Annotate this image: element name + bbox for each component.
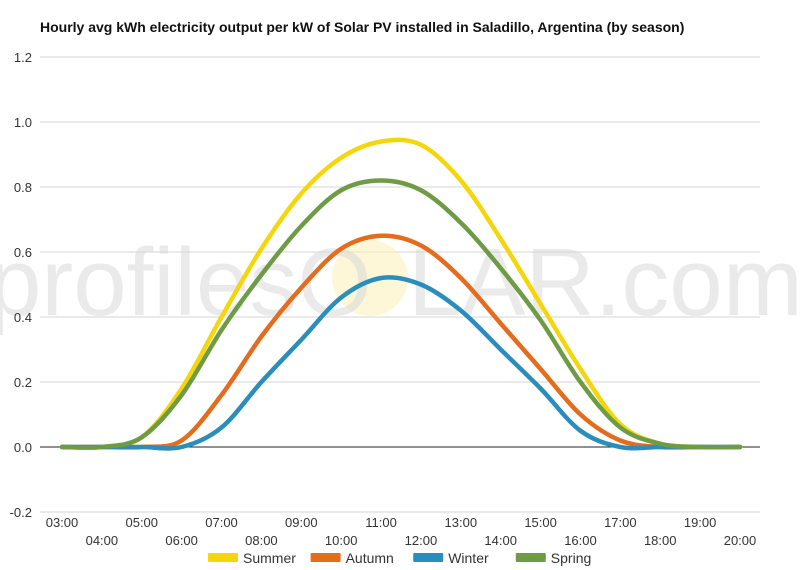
x-tick-label: 07:00 bbox=[205, 515, 238, 530]
x-tick-label: 12:00 bbox=[405, 533, 438, 548]
y-tick-label: 1.2 bbox=[14, 50, 32, 65]
watermark-sun-icon bbox=[332, 240, 408, 316]
legend-label: Winter bbox=[448, 550, 489, 566]
x-tick-label: 04:00 bbox=[86, 533, 119, 548]
watermark: profilesO LAR.com bbox=[0, 229, 800, 336]
y-tick-label: 1.0 bbox=[14, 115, 32, 130]
series-layer bbox=[59, 137, 743, 451]
y-tick-label: 0.8 bbox=[14, 180, 32, 195]
legend-swatch bbox=[413, 553, 444, 562]
legend: Summer Autumn Winter Spring bbox=[208, 550, 591, 566]
x-tick-label: 05:00 bbox=[125, 515, 158, 530]
axis-layer: -0.2 0.0 0.2 0.4 0.6 0.8 1.0 1.2 03:00 04:00 05:00… bbox=[10, 50, 760, 548]
series-line-autumn bbox=[59, 233, 743, 450]
series-line-summer bbox=[59, 137, 743, 450]
y-tick-label: 0.4 bbox=[14, 310, 32, 325]
x-tick-label: 17:00 bbox=[604, 515, 637, 530]
legend-item-spring[interactable]: Spring bbox=[515, 550, 591, 566]
legend-item-autumn[interactable]: Autumn bbox=[310, 550, 394, 566]
legend-swatch bbox=[310, 553, 341, 562]
legend-swatch bbox=[208, 553, 238, 562]
x-tick-label: 15:00 bbox=[524, 515, 557, 530]
legend-item-summer[interactable]: Summer bbox=[208, 550, 296, 566]
x-tick-label: 16:00 bbox=[564, 533, 597, 548]
series-line-winter bbox=[59, 275, 743, 451]
y-tick-label: 0.0 bbox=[14, 440, 32, 455]
x-tick-label: 18:00 bbox=[644, 533, 677, 548]
x-tick-label: 20:00 bbox=[724, 533, 757, 548]
x-tick-label: 09:00 bbox=[285, 515, 318, 530]
x-tick-label: 19:00 bbox=[684, 515, 717, 530]
grid-layer bbox=[40, 56, 760, 513]
y-tick-label: -0.2 bbox=[10, 505, 32, 520]
watermark-text-left: profilesO bbox=[0, 229, 372, 336]
x-tick-label: 13:00 bbox=[445, 515, 478, 530]
watermark-text-right: LAR.com bbox=[408, 229, 800, 336]
x-tick-label: 08:00 bbox=[245, 533, 278, 548]
y-tick-label: 0.6 bbox=[14, 245, 32, 260]
x-tick-label: 11:00 bbox=[365, 515, 397, 530]
legend-label: Summer bbox=[243, 550, 296, 566]
legend-label: Spring bbox=[551, 550, 591, 566]
chart-title: Hourly avg kWh electricity output per kW… bbox=[40, 19, 685, 35]
x-tick-label: 10:00 bbox=[325, 533, 358, 548]
x-tick-label: 06:00 bbox=[165, 533, 198, 548]
legend-label: Autumn bbox=[346, 550, 394, 566]
y-tick-label: 0.2 bbox=[14, 375, 32, 390]
legend-item-winter[interactable]: Winter bbox=[413, 550, 489, 566]
legend-swatch bbox=[515, 553, 546, 562]
series-line-spring bbox=[59, 178, 743, 450]
x-tick-label: 03:00 bbox=[46, 515, 79, 530]
x-tick-label: 14:00 bbox=[484, 533, 517, 548]
